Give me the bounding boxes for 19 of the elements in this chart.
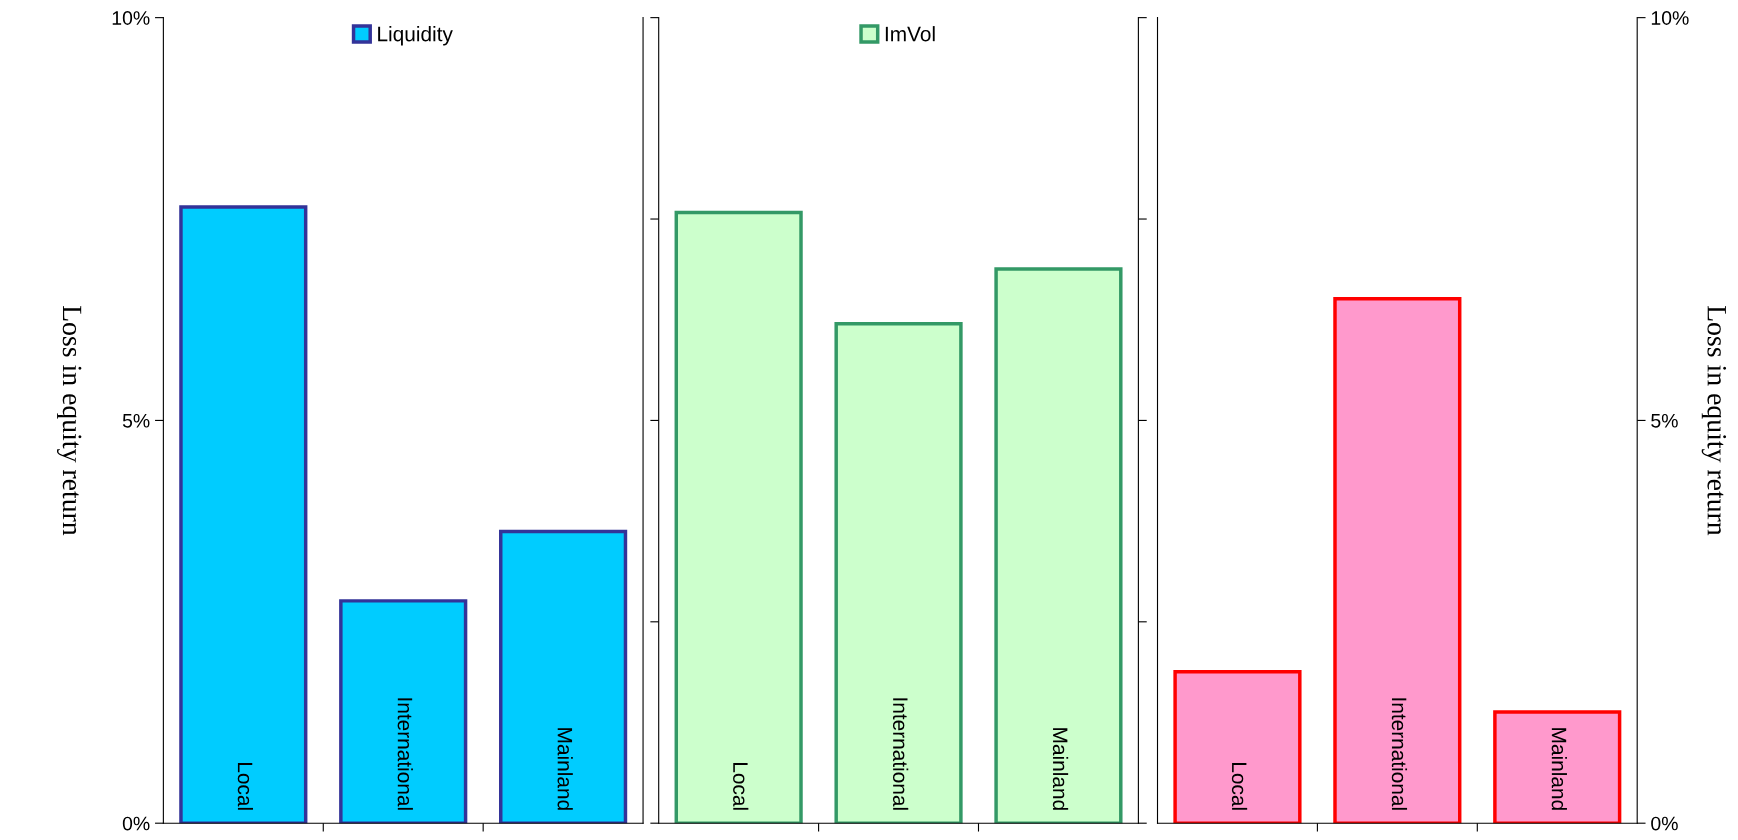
x-tick-label: Local bbox=[1231, 763, 1248, 810]
y-tick-label: 5% bbox=[122, 413, 150, 428]
x-tick-label: Mainland bbox=[557, 728, 573, 810]
x-tick-label: Mainland bbox=[1551, 728, 1567, 810]
y-tick-label: 0% bbox=[1651, 816, 1678, 831]
x-tick-label: International bbox=[1391, 698, 1408, 810]
x-tick-label: Local bbox=[237, 763, 254, 810]
legend-label: Liquidity bbox=[378, 26, 453, 46]
y-tick-label: 10% bbox=[112, 11, 150, 25]
legend-label: ImVol bbox=[885, 26, 935, 42]
x-tick-label: International bbox=[892, 698, 909, 810]
y-axis-title: Loss in equity return bbox=[57, 305, 82, 536]
y-axis-title: Loss in equity return bbox=[1701, 305, 1727, 536]
y-tick-label: 0% bbox=[122, 816, 150, 831]
x-tick-label: International bbox=[397, 698, 413, 810]
x-tick-label: Local bbox=[733, 763, 749, 810]
y-tick-label: 5% bbox=[1651, 413, 1678, 428]
y-tick-label: 10% bbox=[1651, 11, 1689, 25]
x-tick-label: Mainland bbox=[1052, 728, 1069, 810]
